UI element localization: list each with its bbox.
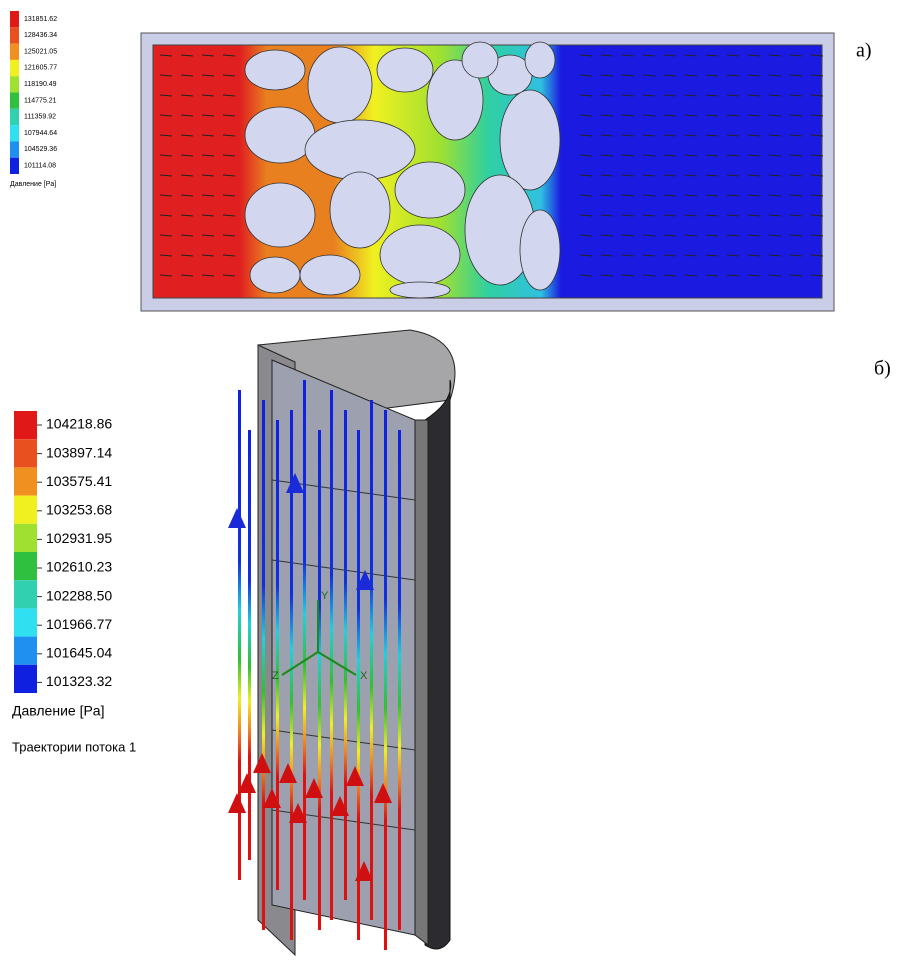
grain <box>308 47 372 123</box>
legend-value: 103897.14 <box>46 444 112 460</box>
grain <box>525 42 555 78</box>
grain <box>380 225 460 285</box>
flow-arrow <box>228 508 246 528</box>
panel-label: а) <box>856 40 872 62</box>
legend-title: Давление [Pa] <box>12 703 104 719</box>
flow-arrow <box>228 793 246 813</box>
legend-swatch <box>10 125 19 141</box>
axis-label: X <box>360 670 368 682</box>
grain <box>500 90 560 190</box>
legend-swatch <box>10 158 19 174</box>
legend-value: 103575.41 <box>46 473 112 489</box>
grain <box>305 120 415 180</box>
grain <box>250 257 300 293</box>
legend-swatch <box>10 109 19 125</box>
legend-value: 104218.86 <box>46 416 112 432</box>
legend-swatch <box>14 524 37 552</box>
legend-value: 101114.08 <box>24 163 56 170</box>
legend-value: 125021.05 <box>24 48 57 55</box>
streamline <box>262 400 265 930</box>
trajectory-label: Траектории потока 1 <box>12 739 136 754</box>
legend-swatch <box>14 580 37 608</box>
legend-value: 103253.68 <box>46 502 112 518</box>
streamline <box>276 420 279 890</box>
streamline <box>344 410 347 900</box>
legend-swatch <box>14 467 37 495</box>
legend-value: 104529.36 <box>24 146 57 153</box>
legend-value: 101645.04 <box>46 645 112 661</box>
legend-swatch <box>10 141 19 157</box>
legend-swatch <box>10 76 19 92</box>
grain <box>520 210 560 290</box>
grain <box>462 42 498 78</box>
figure: 131851.62 128436.34 125021.05 121605.77 1181… <box>0 0 901 961</box>
legend-value: 118190.49 <box>24 81 57 88</box>
legend-value: 114775.21 <box>24 97 57 104</box>
streamline <box>384 410 387 950</box>
legend-value: 121605.77 <box>24 65 57 72</box>
streamline <box>318 430 321 930</box>
legend-value: 111359.92 <box>24 114 56 121</box>
streamline <box>398 430 401 930</box>
legend-value: 102610.23 <box>46 559 112 575</box>
grain <box>245 50 305 90</box>
axis-label: Z <box>272 670 279 682</box>
grain <box>300 255 360 295</box>
legend-swatch <box>14 608 37 636</box>
legend-swatch <box>14 411 37 439</box>
grain <box>245 183 315 247</box>
cylinder-front <box>415 420 428 945</box>
legend-swatch <box>14 439 37 467</box>
streamline <box>357 430 360 940</box>
legend-swatch <box>10 60 19 76</box>
streamline <box>330 390 333 920</box>
legend-swatch <box>14 496 37 524</box>
legend-swatch <box>10 93 19 109</box>
legend-swatch <box>10 44 19 60</box>
legend-value: 102931.95 <box>46 530 112 546</box>
cylinder-side <box>425 380 451 949</box>
legend-value: 101323.32 <box>46 673 112 689</box>
legend-value: 101966.77 <box>46 616 112 632</box>
streamline <box>370 400 373 920</box>
panel-label: б) <box>874 358 891 380</box>
legend-swatch <box>10 27 19 43</box>
legend-swatch <box>10 11 19 27</box>
grain <box>330 172 390 248</box>
legend-swatch <box>14 637 37 665</box>
legend-value: 128436.34 <box>24 32 57 39</box>
legend-value: 102288.50 <box>46 587 112 603</box>
legend-swatch <box>14 552 37 580</box>
grain <box>390 282 450 298</box>
grain <box>395 162 465 218</box>
streamline <box>248 430 251 860</box>
legend-title: Давление [Pa] <box>10 181 56 188</box>
legend-value: 131851.62 <box>24 16 57 23</box>
legend-value: 107944.64 <box>24 130 57 137</box>
grain <box>377 48 433 92</box>
legend-swatch <box>14 665 37 693</box>
grain <box>245 107 315 163</box>
cylinder-cut <box>272 360 415 935</box>
axis-label: Y <box>321 590 329 602</box>
